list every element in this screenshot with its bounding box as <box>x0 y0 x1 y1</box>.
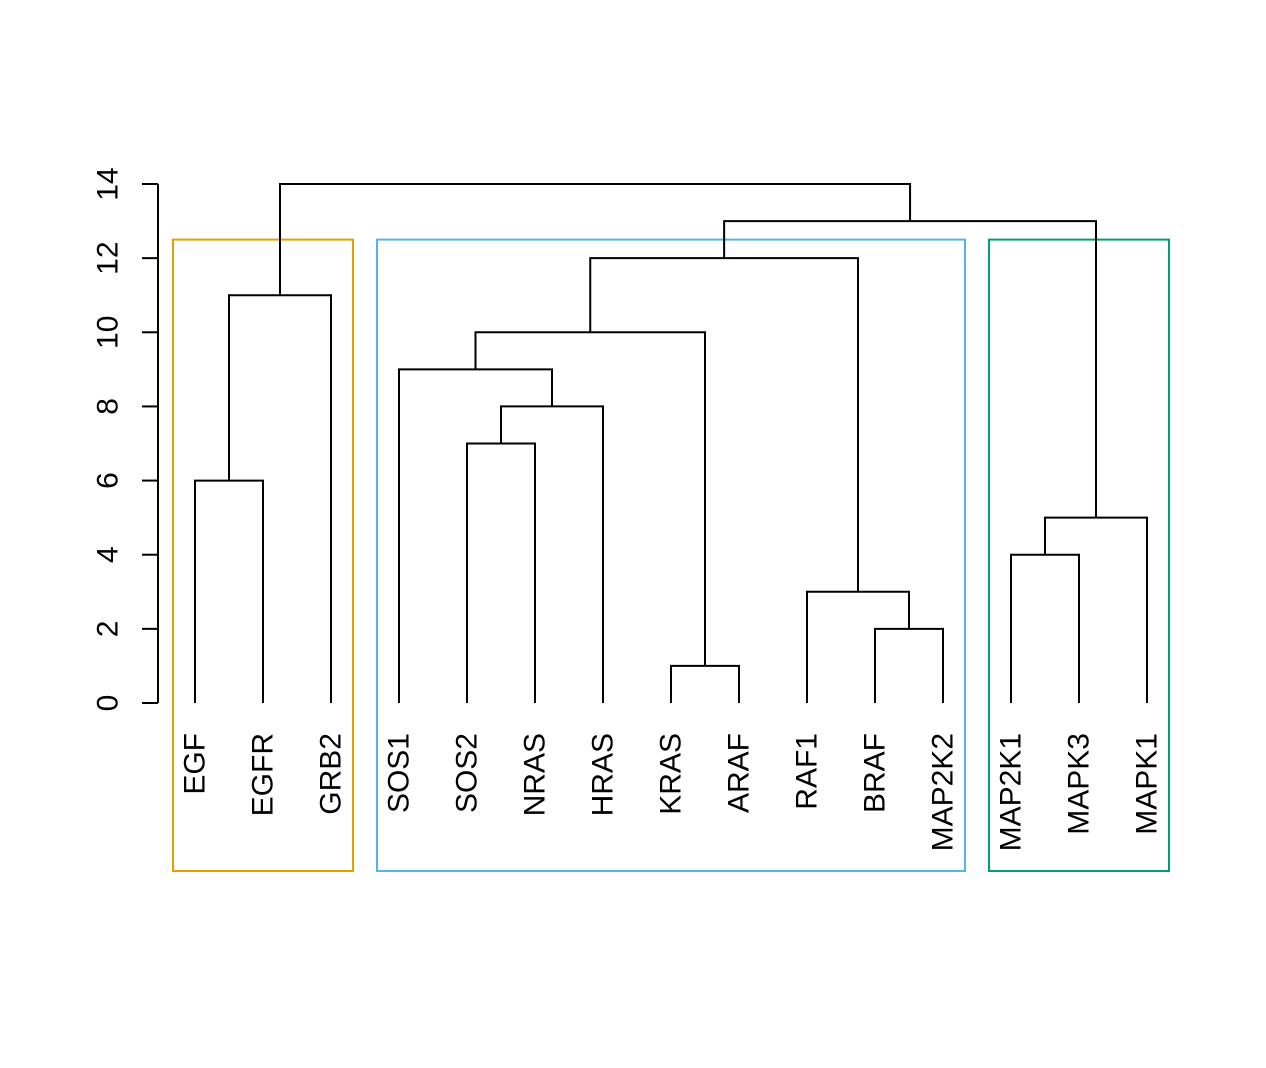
dendrogram-link <box>474 331 706 666</box>
cluster-box <box>172 238 354 873</box>
y-tick-label: 2 <box>92 621 125 638</box>
leaf-label: MAP2K2 <box>927 733 960 851</box>
leaf-label: SOS1 <box>383 733 416 813</box>
leaf-label: NRAS <box>519 733 552 816</box>
y-axis: 0 2 4 6 8 10 12 14 <box>92 167 159 711</box>
leaf-label: BRAF <box>859 733 892 813</box>
y-tick-label: 10 <box>92 316 125 349</box>
dendrogram-link <box>1010 553 1080 703</box>
dendrogram-link <box>806 590 910 703</box>
leaf-label: MAP2K1 <box>995 733 1028 851</box>
leaf-label: EGF <box>179 733 212 795</box>
leaf-labels: EGF EGFR GRB2 SOS1 SOS2 NRAS HRAS KRAS ARAF RAF1 B… <box>179 733 1164 851</box>
leaf-label: MAPK1 <box>1131 733 1164 835</box>
y-tick-label: 6 <box>92 472 125 489</box>
leaf-label: EGFR <box>247 733 280 816</box>
y-tick-label: 12 <box>92 241 125 274</box>
y-tick-label: 4 <box>92 546 125 563</box>
leaf-label: GRB2 <box>315 733 348 815</box>
dendrogram-link <box>500 405 604 703</box>
leaf-label: RAF1 <box>791 733 824 810</box>
cluster-boxes <box>172 238 1170 873</box>
cluster-box <box>988 238 1170 873</box>
leaf-label: KRAS <box>655 733 688 815</box>
y-tick-label: 8 <box>92 398 125 415</box>
dendrogram-links <box>194 183 1148 703</box>
dendrogram-link <box>466 442 536 703</box>
dendrogram-link <box>194 479 264 703</box>
y-tick-label: 0 <box>92 695 125 712</box>
y-tick-label: 14 <box>92 167 125 200</box>
dendrogram-link <box>589 257 859 592</box>
cluster-box <box>376 238 966 873</box>
dendrogram-link <box>228 294 332 703</box>
leaf-label: MAPK3 <box>1063 733 1096 835</box>
dendrogram-link <box>398 368 553 703</box>
dendrogram-link <box>874 627 944 703</box>
dendrogram-link <box>723 220 1097 518</box>
dendrogram-link <box>670 664 740 703</box>
dendrogram-link <box>279 183 912 296</box>
dendrogram-link <box>1044 516 1148 703</box>
leaf-label: HRAS <box>587 733 620 816</box>
leaf-label: ARAF <box>723 733 756 813</box>
leaf-label: SOS2 <box>451 733 484 813</box>
